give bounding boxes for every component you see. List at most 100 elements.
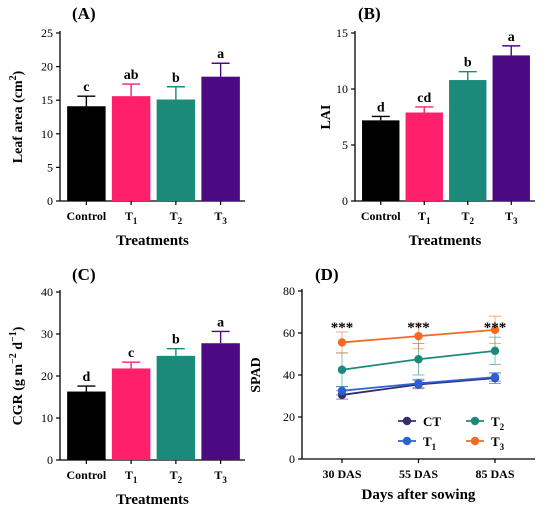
y-axis-label: CGR (g m−2 d−1) [8, 326, 26, 425]
y-tick-label: 5 [47, 160, 53, 174]
panel-label: (C) [72, 265, 96, 284]
bar [492, 55, 530, 202]
y-tick-label: 0 [47, 453, 53, 467]
significance-letter: cd [417, 91, 431, 106]
y-tick-label: 60 [283, 326, 295, 340]
bar [156, 355, 196, 460]
x-tick-label-base: Control [66, 209, 106, 223]
x-tick-label-base: T [170, 468, 178, 482]
significance-annotation: *** [484, 320, 507, 336]
x-axis-label: Treatments [116, 233, 189, 249]
x-tick-label: T1 [125, 209, 138, 226]
significance-letter: a [508, 30, 515, 45]
x-tick-label-base: Control [66, 468, 106, 482]
y-tick-label: 10 [336, 82, 348, 96]
legend-item: T1 [398, 434, 437, 452]
legend-label-sub: 1 [432, 442, 437, 452]
legend-marker [470, 436, 480, 446]
legend-label-base: CT [423, 414, 441, 429]
data-point [337, 338, 347, 347]
legend-label: T2 [491, 414, 505, 432]
x-tick-label-base: T [170, 209, 178, 223]
data-point [414, 379, 423, 388]
x-tick-label: Control [66, 468, 106, 482]
y-tick-label: 0 [342, 194, 348, 208]
legend-item: T2 [466, 414, 505, 432]
significance-annotation: *** [331, 320, 354, 336]
series-t3 [336, 315, 501, 354]
significance-letter: b [172, 71, 180, 86]
y-axis-label-tail: ) [11, 70, 26, 75]
x-tick-label-sub: 3 [222, 475, 227, 485]
x-tick-label-base: T [125, 468, 133, 482]
x-tick-label: Control [361, 209, 401, 223]
y-axis-label: SPAD [249, 357, 264, 393]
x-tick-label: 30 DAS [322, 467, 361, 481]
legend-label-base: T [491, 414, 500, 429]
bar [449, 80, 487, 201]
panel-label: (B) [358, 4, 381, 23]
y-axis-label-sup2: −1 [8, 331, 19, 342]
y-tick-label: 20 [41, 369, 53, 383]
significance-letter: a [217, 47, 224, 62]
y-tick-label: 20 [283, 410, 295, 424]
y-tick-label: 15 [41, 93, 53, 107]
x-axis-label: Days after sowing [362, 487, 476, 503]
significance-letter: c [83, 80, 89, 95]
y-tick-label: 0 [289, 452, 295, 466]
y-tick-label: 10 [41, 127, 53, 141]
y-axis-label-text: Leaf area (cm [11, 80, 26, 163]
legend-marker [402, 416, 412, 426]
legend-label-sub: 2 [500, 422, 505, 432]
significance-annotation: *** [407, 320, 430, 336]
legend-label: T1 [423, 434, 437, 452]
x-tick-label-sub: 3 [513, 216, 518, 226]
data-point [490, 346, 500, 356]
panel-label: (D) [315, 265, 339, 284]
y-tick-label: 80 [283, 284, 295, 298]
x-tick-label-base: T [125, 209, 133, 223]
y-axis-label-text: CGR (g m [11, 364, 26, 426]
significance-letter: a [217, 315, 224, 330]
x-tick-label: T2 [461, 209, 474, 226]
x-tick-label-base: Control [361, 209, 401, 223]
y-tick-label: 0 [47, 194, 53, 208]
y-axis-label-text: SPAD [249, 357, 264, 393]
x-tick-label-sub: 1 [133, 216, 138, 226]
y-axis-label-sup: −2 [8, 353, 19, 364]
bar [156, 99, 196, 201]
legend-item: CT [398, 414, 441, 429]
x-tick-label-base: T [461, 209, 469, 223]
significance-letter: d [377, 100, 385, 115]
legend-label-base: T [491, 434, 500, 449]
bar [201, 343, 240, 460]
significance-letter: b [464, 56, 472, 71]
legend-label-sub: 3 [500, 442, 505, 452]
x-tick-label-sub: 2 [470, 216, 475, 226]
y-tick-label: 30 [41, 327, 53, 341]
x-tick-label-base: T [214, 209, 222, 223]
x-tick-label: T3 [214, 209, 227, 226]
panel-label: (A) [72, 4, 96, 23]
significance-letter: c [128, 346, 134, 361]
bar [111, 96, 151, 201]
y-tick-label: 5 [342, 138, 348, 152]
data-point [414, 331, 423, 341]
y-tick-label: 10 [41, 411, 53, 425]
y-axis-label-mid: d [11, 342, 26, 354]
x-tick-label: T3 [505, 209, 518, 226]
y-axis-label-sup: 2 [8, 75, 19, 80]
data-point [414, 355, 423, 364]
x-tick-label-sub: 2 [178, 216, 183, 226]
x-tick-label: 85 DAS [475, 467, 514, 481]
x-tick-label: T2 [170, 468, 183, 485]
legend-label-base: T [423, 434, 432, 449]
y-axis-label-tail: ) [11, 326, 26, 331]
y-tick-label: 40 [283, 368, 295, 382]
data-point [337, 386, 347, 395]
bar [201, 76, 240, 201]
